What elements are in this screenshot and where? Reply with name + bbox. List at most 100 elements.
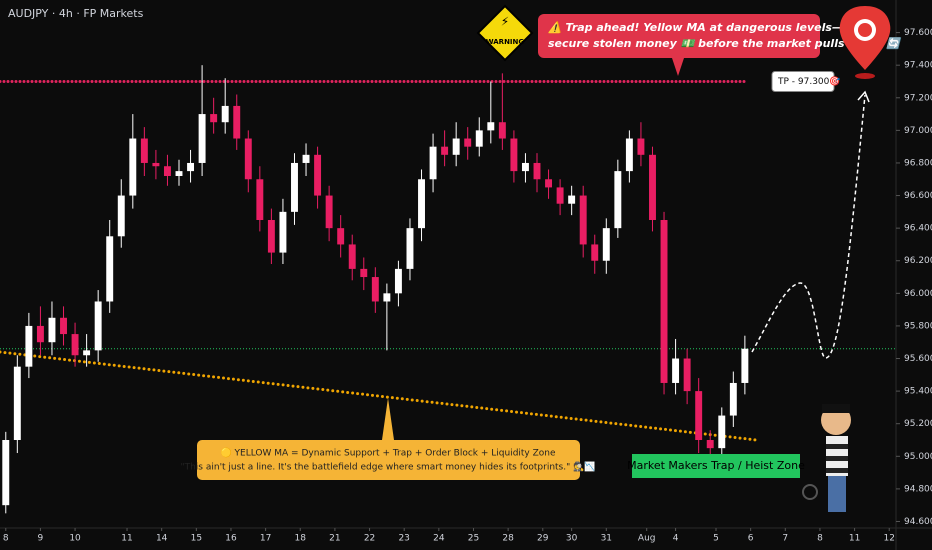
thief-figure bbox=[802, 404, 851, 512]
tp-label: TP - 97.300🎯 bbox=[777, 76, 841, 87]
candle-body bbox=[406, 228, 414, 269]
candle-body bbox=[210, 114, 218, 123]
candle-body bbox=[256, 179, 264, 220]
plot: TP - 97.300🎯 bbox=[0, 65, 895, 514]
candle-body bbox=[48, 317, 56, 343]
x-tick-label: 12 bbox=[883, 534, 894, 544]
map-pin bbox=[839, 6, 891, 79]
candle-body bbox=[60, 317, 67, 335]
y-tick-label: 96.600 bbox=[904, 191, 932, 201]
candle-body bbox=[221, 105, 229, 123]
candle-body bbox=[129, 138, 137, 196]
x-tick-label: 18 bbox=[295, 534, 307, 544]
warning-text: WARNING bbox=[486, 38, 525, 46]
y-tick-label: 95.200 bbox=[904, 419, 932, 429]
x-tick-label: 16 bbox=[225, 534, 237, 544]
x-tick-label: 25 bbox=[468, 534, 479, 544]
candle-body bbox=[2, 440, 10, 506]
candle-body bbox=[487, 122, 495, 131]
x-tick-label: 28 bbox=[502, 534, 514, 544]
x-tick-label: 22 bbox=[364, 534, 375, 544]
callout: ⚠️ Trap ahead! Yellow MA at dangerous le… bbox=[538, 14, 902, 76]
candle-body bbox=[302, 154, 310, 163]
candle-body bbox=[545, 179, 553, 188]
warning-sign: WARNING ⚡ bbox=[476, 4, 534, 62]
zone-text: Market Makers Trap / Heist Zone bbox=[627, 459, 805, 472]
candle-body bbox=[521, 162, 529, 172]
candle-body bbox=[591, 244, 599, 261]
x-tick-label: 15 bbox=[191, 534, 202, 544]
candle-body bbox=[140, 138, 148, 163]
candle-body bbox=[94, 301, 102, 351]
x-tick-label: 11 bbox=[849, 534, 860, 544]
candle-body bbox=[187, 162, 195, 172]
y-tick-label: 95.000 bbox=[904, 452, 932, 462]
candle-body bbox=[649, 154, 656, 220]
chart-title: AUDJPY · 4h · FP Markets bbox=[8, 7, 144, 20]
candle-body bbox=[371, 277, 379, 302]
x-tick-label: 29 bbox=[537, 534, 549, 544]
candle-body bbox=[325, 195, 333, 229]
x-tick-label: 9 bbox=[38, 534, 44, 544]
candle-body bbox=[602, 228, 610, 261]
y-tick-label: 97.200 bbox=[904, 93, 932, 103]
candle-body bbox=[163, 166, 171, 176]
y-tick-label: 95.600 bbox=[904, 354, 932, 364]
candle-body bbox=[291, 162, 298, 212]
note: 🟡 YELLOW MA = Dynamic Support + Trap + O… bbox=[180, 398, 596, 480]
note-line: 🟡 YELLOW MA = Dynamic Support + Trap + O… bbox=[220, 447, 556, 459]
callout-line: secure stolen money 💵 before the market … bbox=[548, 37, 902, 50]
candle-body bbox=[441, 146, 449, 155]
y-tick-label: 96.400 bbox=[904, 224, 932, 234]
y-tick-label: 97.000 bbox=[904, 126, 932, 136]
projection-arrow bbox=[857, 90, 870, 103]
y-tick-label: 95.400 bbox=[904, 387, 932, 397]
x-tick-label: 14 bbox=[156, 534, 168, 544]
x-tick-label: 8 bbox=[3, 534, 9, 544]
x-tick-label: 4 bbox=[673, 534, 679, 544]
projection-path bbox=[751, 94, 866, 359]
candle-body bbox=[314, 154, 322, 196]
candle-body bbox=[475, 130, 483, 147]
x-tick-label: 24 bbox=[433, 534, 445, 544]
candle-body bbox=[660, 220, 668, 383]
candle-body bbox=[556, 187, 564, 204]
candle-body bbox=[198, 114, 206, 163]
y-tick-label: 95.800 bbox=[904, 321, 932, 331]
candle-body bbox=[510, 138, 518, 172]
x-tick-label: 10 bbox=[69, 534, 81, 544]
y-tick-label: 97.600 bbox=[904, 28, 932, 38]
candle-body bbox=[706, 440, 714, 449]
tp-label-box bbox=[771, 70, 835, 92]
candle-body bbox=[637, 138, 645, 155]
zone-label: Market Makers Trap / Heist Zone bbox=[627, 454, 805, 478]
candle-body bbox=[741, 348, 749, 383]
y-tick-label: 96.800 bbox=[904, 158, 932, 168]
candle-body bbox=[533, 162, 541, 180]
y-tick-label: 94.800 bbox=[904, 484, 932, 494]
candle-body bbox=[152, 162, 160, 167]
y-tick-label: 96.200 bbox=[904, 256, 932, 266]
candle-body bbox=[175, 171, 183, 176]
y-tick-label: 96.000 bbox=[904, 289, 932, 299]
candle-body bbox=[429, 146, 437, 180]
candle-body bbox=[36, 325, 44, 343]
candle-body bbox=[25, 325, 33, 367]
candle-body bbox=[117, 195, 125, 237]
candle-body bbox=[383, 293, 391, 302]
x-tick-label: 5 bbox=[713, 534, 719, 544]
candle-body bbox=[418, 179, 425, 229]
candle-body bbox=[71, 334, 79, 356]
candle-body bbox=[83, 350, 91, 356]
candle-body bbox=[568, 195, 576, 204]
candle-body bbox=[337, 228, 345, 245]
candle-body bbox=[244, 138, 252, 180]
candle-body bbox=[13, 366, 21, 440]
candle-body bbox=[267, 220, 275, 253]
candle-body bbox=[360, 268, 368, 278]
y-tick-label: 94.600 bbox=[904, 517, 932, 527]
candle-body bbox=[106, 236, 114, 302]
candle-body bbox=[672, 358, 680, 383]
x-tick-label: 8 bbox=[817, 534, 823, 544]
